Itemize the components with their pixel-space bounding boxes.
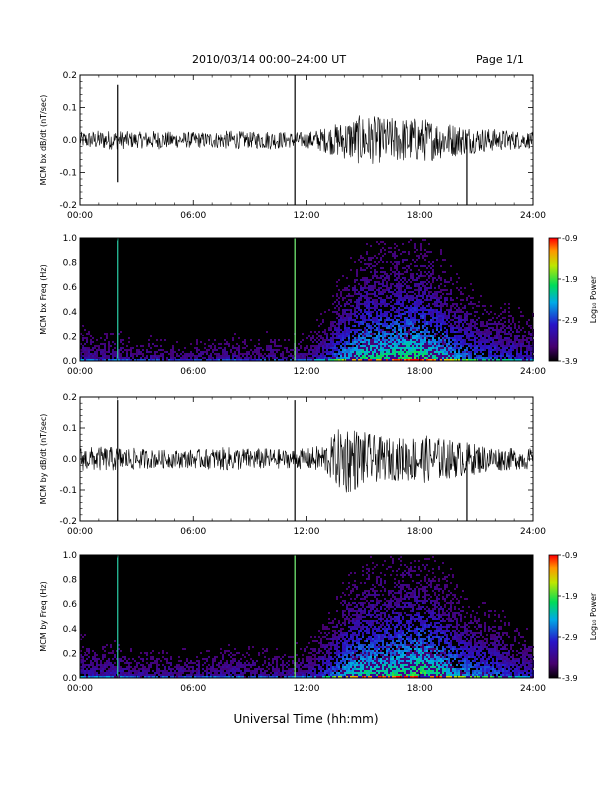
x-tick-label: 24:00 [520, 367, 546, 377]
x-tick-label: 12:00 [294, 367, 320, 377]
y-axis-label: MCM by Freq (Hz) [39, 581, 48, 651]
y-tick-label: 0.2 [63, 393, 77, 403]
y-tick-label: -0.2 [59, 517, 77, 527]
x-tick-label: 18:00 [407, 684, 433, 694]
colorbar-frame [548, 554, 559, 679]
x-tick-label: 18:00 [407, 211, 433, 221]
x-axis-title: Universal Time (hh:mm) [233, 712, 379, 726]
y-tick-label: -0.2 [59, 201, 77, 211]
colorbar-label: Log₁₀ Power [589, 275, 598, 323]
x-tick-label: 24:00 [520, 684, 546, 694]
x-tick-label: 24:00 [520, 211, 546, 221]
y-tick-label: 0.0 [63, 136, 78, 146]
y-tick-label: 0.2 [63, 71, 77, 81]
y-tick-label: 0.6 [63, 600, 78, 610]
colorbar-tick-label: -1.9 [562, 592, 578, 601]
spectrogram-cells [80, 556, 534, 678]
line-trace [79, 429, 534, 493]
x-tick-label: 00:00 [67, 684, 93, 694]
y-tick-label: 0.4 [63, 625, 78, 635]
spectrogram-cells [80, 239, 534, 361]
x-tick-label: 18:00 [407, 527, 433, 537]
y-tick-label: 0.4 [63, 308, 78, 318]
y-tick-label: -0.1 [59, 486, 77, 496]
page-number: Page 1/1 [476, 53, 524, 66]
signal-path [79, 115, 534, 164]
y-tick-label: 0.0 [63, 357, 78, 367]
colorbar [549, 555, 558, 679]
x-tick-label: 00:00 [67, 367, 93, 377]
x-tick-label: 18:00 [407, 367, 433, 377]
x-tick-label: 12:00 [294, 527, 320, 537]
x-tick-label: 12:00 [294, 684, 320, 694]
y-tick-label: 1.0 [63, 234, 78, 244]
x-tick-label: 06:00 [180, 527, 206, 537]
x-tick-label: 00:00 [67, 211, 93, 221]
y-tick-label: 0.2 [63, 332, 77, 342]
colorbar-tick-label: -3.9 [562, 674, 578, 683]
x-tick-label: 00:00 [67, 527, 93, 537]
colorbar-frame [548, 237, 559, 362]
x-tick-label: 06:00 [180, 367, 206, 377]
y-tick-label: 0.6 [63, 283, 78, 293]
colorbar-label: Log₁₀ Power [589, 592, 598, 640]
x-tick-label: 24:00 [520, 527, 546, 537]
colorbar-tick-label: -2.9 [562, 316, 578, 325]
colorbar-tick-label: -2.9 [562, 633, 578, 642]
y-axis-label: MCM bx dB/dt (nT/sec) [39, 95, 48, 186]
y-tick-label: -0.1 [59, 169, 77, 179]
plot-title: 2010/03/14 00:00–24:00 UT [192, 53, 347, 66]
y-tick-label: 1.0 [63, 551, 78, 561]
colorbar-tick-label: -1.9 [562, 275, 578, 284]
y-tick-label: 0.8 [63, 259, 78, 269]
x-tick-label: 12:00 [294, 211, 320, 221]
y-tick-label: 0.2 [63, 649, 77, 659]
colorbar-tick-label: -0.9 [562, 234, 578, 243]
y-tick-label: 0.0 [63, 455, 78, 465]
line-trace [79, 115, 534, 164]
y-tick-label: 0.1 [63, 424, 77, 434]
signal-path [79, 429, 534, 493]
y-axis-label: MCM by dB/dt (nT/sec) [39, 414, 48, 505]
x-tick-label: 06:00 [180, 211, 206, 221]
colorbar-tick-label: -3.9 [562, 357, 578, 366]
y-tick-label: 0.0 [63, 674, 78, 684]
y-tick-label: 0.8 [63, 576, 78, 586]
y-axis-label: MCM bx Freq (Hz) [39, 264, 48, 334]
colorbar-tick-label: -0.9 [562, 551, 578, 560]
y-tick-label: 0.1 [63, 104, 77, 114]
x-tick-label: 06:00 [180, 684, 206, 694]
colorbar [549, 238, 558, 362]
